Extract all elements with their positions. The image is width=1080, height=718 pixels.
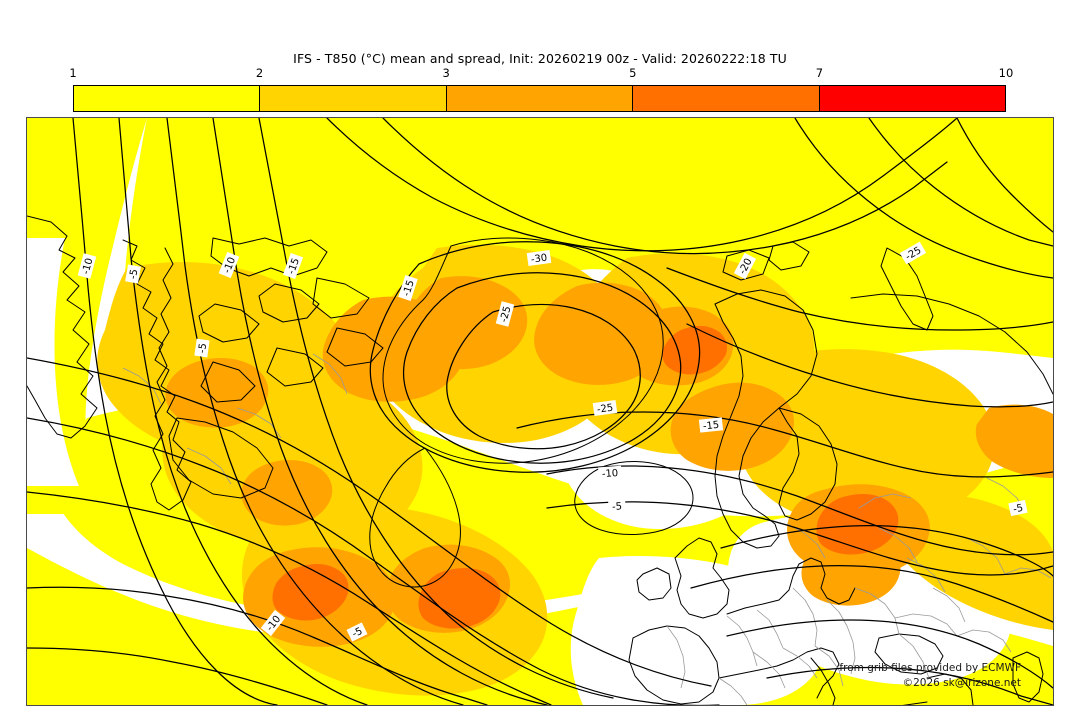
colorbar-segment-1 bbox=[74, 86, 261, 111]
contour-label-halo bbox=[125, 264, 141, 284]
contour-label-text: -15 bbox=[401, 279, 417, 298]
contour-label: -10 bbox=[77, 253, 97, 279]
contour-label-halo bbox=[77, 253, 97, 279]
contour-label-text: -15 bbox=[702, 420, 719, 433]
contour-label-halo bbox=[733, 252, 757, 280]
contour-label: -5 bbox=[608, 498, 626, 514]
colorbar-gradient bbox=[73, 85, 1006, 112]
colorbar-tick-3: 3 bbox=[442, 66, 450, 80]
colorbar-segment-2 bbox=[260, 86, 447, 111]
contour-label-text: -10 bbox=[602, 468, 619, 480]
contour-label-text: -15 bbox=[286, 257, 302, 276]
map-canvas: -10 -5 -10 -15-15-30-25-25-20-25-15-5-10-5-… bbox=[27, 118, 1053, 705]
colorbar-segment-3 bbox=[446, 86, 634, 111]
contour-label: -5 bbox=[1008, 499, 1028, 517]
colorbar-tick-5: 5 bbox=[629, 66, 637, 80]
contour-label-halo bbox=[282, 252, 304, 280]
contour-label-text: -25 bbox=[596, 403, 614, 416]
contour-label-halo bbox=[260, 609, 286, 637]
colorbar-tick-2: 2 bbox=[255, 66, 264, 80]
contour-label-text: -25 bbox=[499, 305, 514, 324]
contour-label: -15 bbox=[282, 252, 304, 280]
contour-label-halo bbox=[526, 249, 552, 267]
contour-label-halo bbox=[608, 498, 626, 514]
coastlines bbox=[27, 215, 1053, 705]
contour-label-halo bbox=[346, 622, 368, 642]
colorbar-segment-4 bbox=[633, 86, 820, 111]
contour-label: -15 bbox=[698, 417, 724, 433]
contour-label-halo bbox=[1008, 499, 1028, 517]
contour-label: -25 bbox=[592, 399, 618, 417]
spread-band-5-7 bbox=[272, 325, 899, 629]
colorbar-tick-7: 7 bbox=[815, 66, 824, 80]
contour-label-halo bbox=[592, 399, 618, 417]
isotherm-contours bbox=[27, 118, 1053, 705]
colorbar-tick-10: 10 bbox=[998, 66, 1014, 80]
colorbar-tick-1: 1 bbox=[69, 66, 77, 80]
contour-label-halo bbox=[495, 301, 515, 327]
colorbar-segment-5 bbox=[819, 86, 1006, 111]
contour-label-halo bbox=[194, 338, 210, 358]
contour-label: -25 bbox=[495, 301, 515, 327]
map-frame[interactable]: -10 -5 -10 -15 -15 -30 -25 -25 -20 -25 -15 -5 -10 -5-… bbox=[26, 117, 1054, 706]
contour-label-text: -30 bbox=[530, 253, 548, 266]
contour-label: -10 bbox=[598, 465, 622, 481]
page-title: IFS - T850 (°C) mean and spread, Init: 2… bbox=[293, 51, 787, 66]
contour-label-halo bbox=[899, 241, 927, 265]
contour-label: -30 bbox=[526, 249, 552, 267]
contour-label-halo bbox=[598, 465, 622, 481]
contour-label-text: -10 bbox=[81, 257, 96, 276]
contour-label-text: -5 bbox=[612, 501, 623, 513]
contour-label: -15 bbox=[398, 275, 418, 301]
contour-label-halo bbox=[218, 251, 240, 279]
contour-label: -5 bbox=[346, 622, 368, 642]
contour-label-text: -5 bbox=[351, 626, 365, 640]
contour-label-halo bbox=[698, 417, 724, 433]
contour-label: -5 bbox=[125, 264, 141, 284]
contour-label: -5 bbox=[194, 338, 210, 358]
contour-label-text: -5 bbox=[197, 342, 209, 353]
colorbar-legend: 1 2 3 5 7 10 bbox=[69, 66, 1013, 114]
colorbar-tick-labels: 1 2 3 5 7 10 bbox=[69, 66, 1013, 84]
contour-label-text: -5 bbox=[128, 268, 141, 280]
contour-label-halo bbox=[398, 275, 418, 301]
contour-label-text: -5 bbox=[1012, 503, 1024, 516]
